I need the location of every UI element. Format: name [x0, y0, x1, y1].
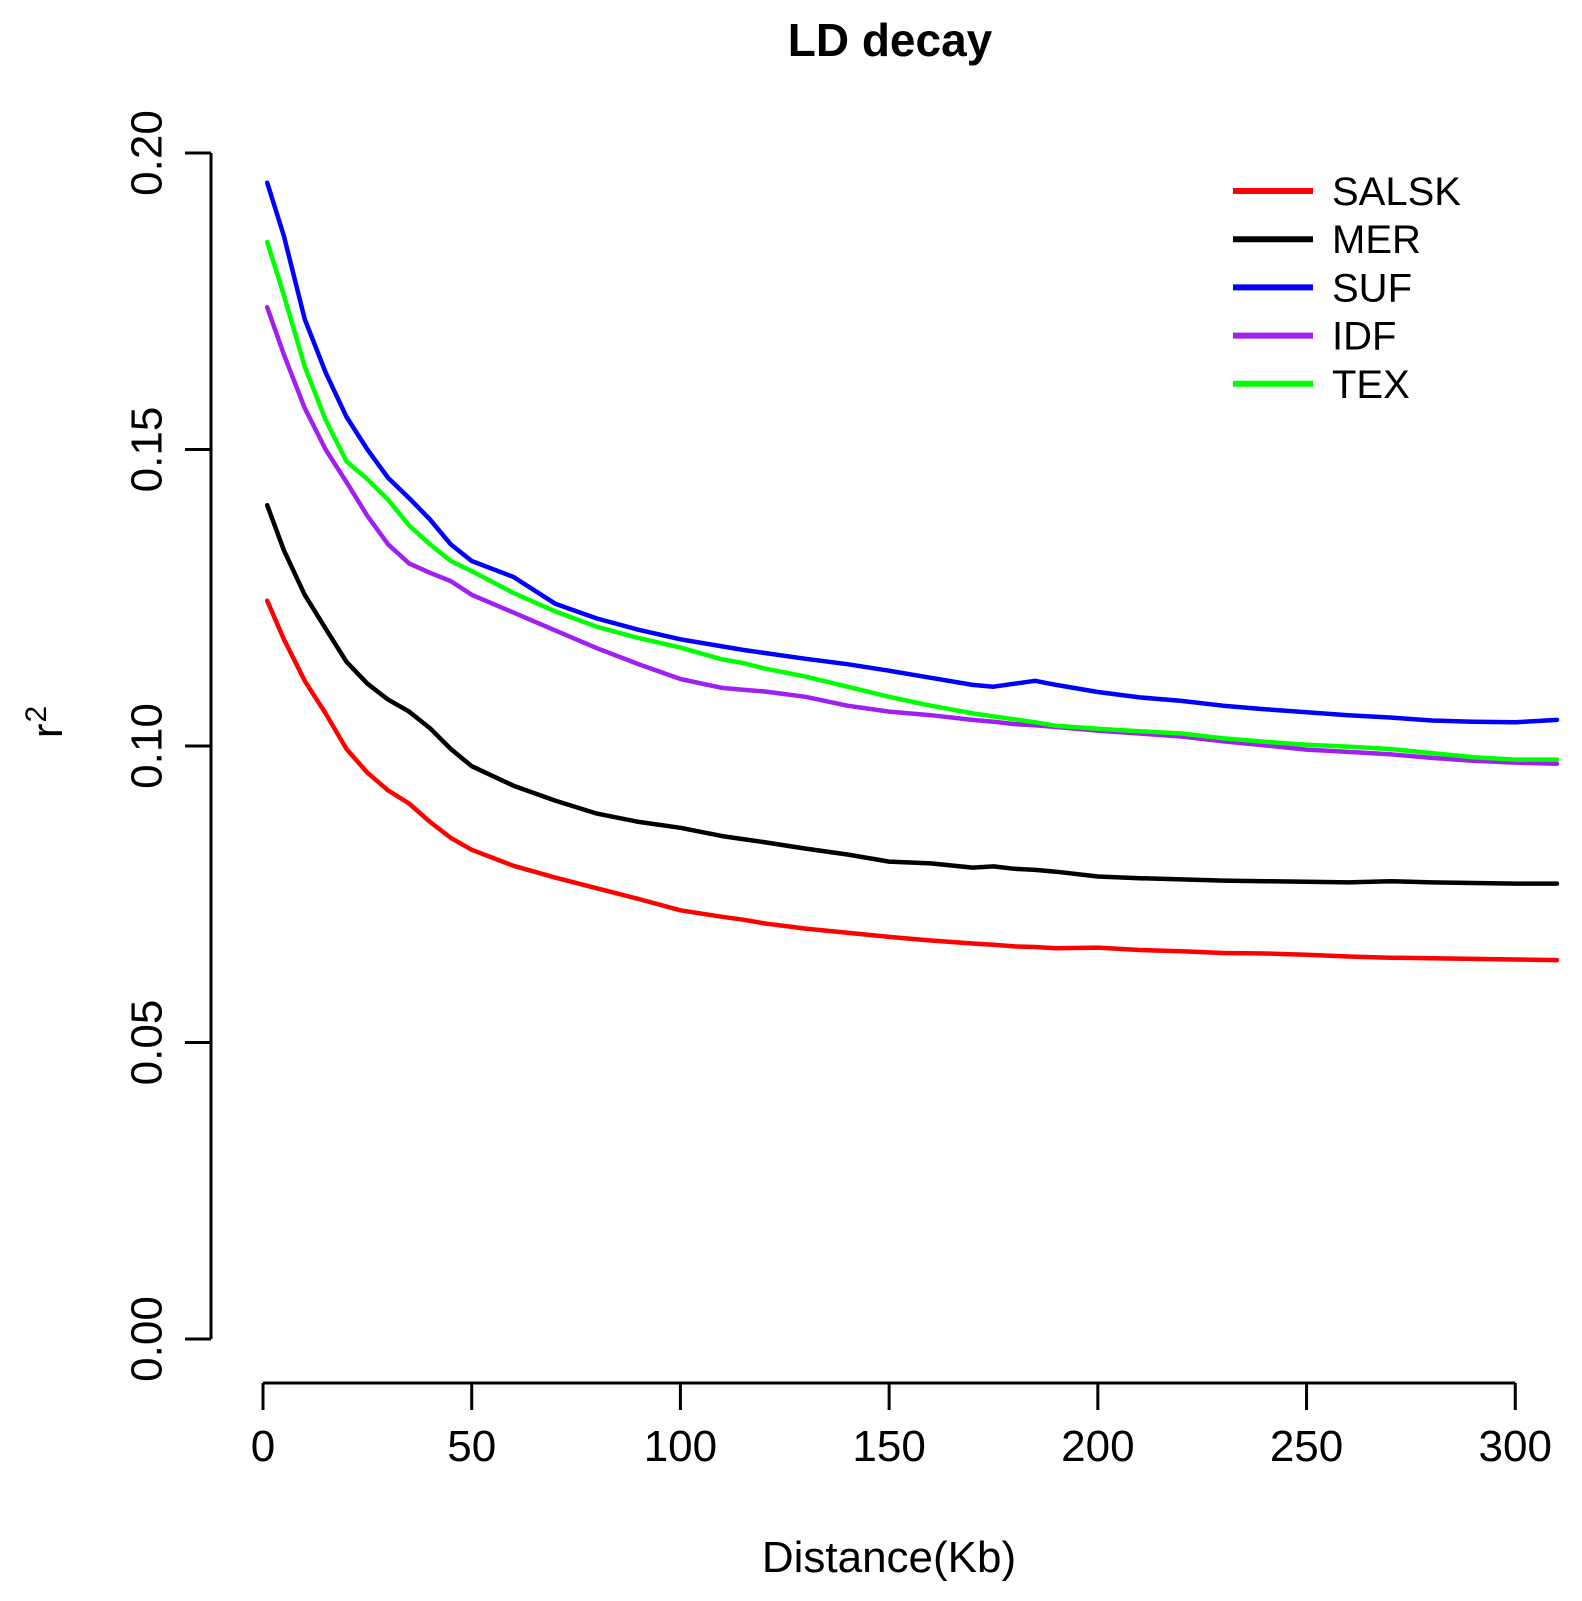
- legend-item-idf: IDF: [1233, 315, 1396, 359]
- legend-label-salsk: SALSK: [1332, 170, 1461, 214]
- axes-layer: 0.00 0.05 0.10 0.15 0.20 0 50 100 150 200 250 300: [123, 110, 1552, 1471]
- x-tick-label: 0: [251, 1422, 275, 1471]
- legend-item-tex: TEX: [1233, 363, 1410, 407]
- y-tick-label: 0.00: [123, 1296, 172, 1382]
- legend-label-tex: TEX: [1332, 363, 1410, 407]
- x-tick-label: 200: [1061, 1422, 1134, 1471]
- y-tick-label: 0.20: [123, 110, 172, 196]
- series-layer: [264, 180, 1560, 963]
- y-tick-label: 0.10: [123, 703, 172, 789]
- legend-item-mer: MER: [1233, 218, 1421, 262]
- y-axis-title-superscript: 2: [20, 706, 53, 723]
- y-tick-label: 0.15: [123, 407, 172, 493]
- x-tick-label: 150: [852, 1422, 925, 1471]
- y-axis-title-base: r: [23, 724, 72, 739]
- legend-label-idf: IDF: [1332, 315, 1396, 359]
- x-tick-label: 300: [1479, 1422, 1552, 1471]
- x-axis-title: Distance(Kb): [762, 1533, 1016, 1582]
- chart-title: LD decay: [788, 14, 993, 66]
- legend-label-mer: MER: [1332, 218, 1421, 262]
- series-line-tex: [264, 239, 1560, 762]
- y-axis-title: r2: [20, 706, 72, 738]
- series-line-salsk: [264, 598, 1560, 963]
- legend-label-suf: SUF: [1332, 266, 1412, 310]
- x-tick-label: 100: [644, 1422, 717, 1471]
- x-tick-label: 50: [447, 1422, 496, 1471]
- series-line-suf: [264, 180, 1560, 725]
- x-tick-label: 250: [1270, 1422, 1343, 1471]
- legend-item-salsk: SALSK: [1233, 170, 1461, 214]
- series-line-mer: [264, 502, 1560, 886]
- legend-item-suf: SUF: [1233, 266, 1412, 310]
- y-tick-label: 0.05: [123, 1000, 172, 1086]
- series-line-idf: [264, 304, 1560, 767]
